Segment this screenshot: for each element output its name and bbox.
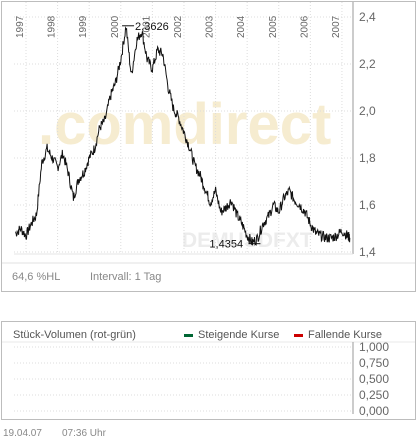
y-tick-label: 2,2 xyxy=(359,57,376,71)
x-tick-label: 2001 xyxy=(141,15,152,38)
volume-y-tick-label: 0,250 xyxy=(359,388,389,402)
footer-date: 19.04.07 xyxy=(3,428,42,439)
stat-label: 64,6 %HL xyxy=(12,271,60,283)
high-annotation: 2,3626 xyxy=(135,21,169,33)
legend-falling-swatch xyxy=(294,333,303,337)
x-tick-label: 2000 xyxy=(110,15,121,38)
legend-rising-swatch xyxy=(184,333,193,337)
footer-time: 07:36 Uhr xyxy=(62,428,106,439)
y-tick-label: 2,4 xyxy=(359,10,376,24)
x-tick-label: 2005 xyxy=(268,15,279,38)
x-tick-label: 1998 xyxy=(47,15,58,38)
volume-y-tick-label: 0,000 xyxy=(359,404,389,418)
volume-y-tick-label: 1,000 xyxy=(359,340,389,354)
low-annotation: 1,4354 xyxy=(209,239,243,251)
volume-chart: 1,000 0,750 0,500 0,250 0,000 xyxy=(2,340,415,418)
x-tick-label: 2003 xyxy=(205,15,216,38)
price-chart: .comdirectDEMUSDFXT2,42,22,01,81,61,4199… xyxy=(2,2,415,283)
y-tick-label: 1,6 xyxy=(359,198,376,212)
y-tick-label: 1,8 xyxy=(359,151,376,165)
y-tick-label: 2,0 xyxy=(359,104,376,118)
x-tick-label: 2002 xyxy=(173,15,184,38)
watermark-comdirect: .comdirect xyxy=(38,92,331,157)
interval-label: Intervall: 1 Tag xyxy=(90,271,161,283)
price-series-line xyxy=(15,26,351,247)
price-chart-panel: .comdirect DEMUSDFXT 2,4 2,2 2,0 1,8 1,6 1,4 199… xyxy=(1,1,416,292)
x-tick-label: 2007 xyxy=(331,15,342,38)
legend-falling-label: Fallende Kurse xyxy=(308,329,382,341)
x-tick-label: 2006 xyxy=(299,15,310,38)
volume-y-tick-label: 0,750 xyxy=(359,356,389,370)
volume-title: Stück-Volumen (rot-grün) xyxy=(13,329,136,341)
legend-rising-label: Steigende Kurse xyxy=(198,329,280,341)
legend-falling: Fallende Kurse xyxy=(294,329,382,341)
volume-y-tick-label: 0,500 xyxy=(359,372,389,386)
legend-rising: Steigende Kurse xyxy=(184,329,279,341)
volume-chart-panel: 1,000 0,750 0,500 0,250 0,000 xyxy=(1,321,416,420)
x-tick-label: 2004 xyxy=(236,15,247,38)
x-tick-label: 1999 xyxy=(78,15,89,38)
y-tick-label: 1,4 xyxy=(359,245,376,259)
x-tick-label: 1997 xyxy=(15,15,26,38)
